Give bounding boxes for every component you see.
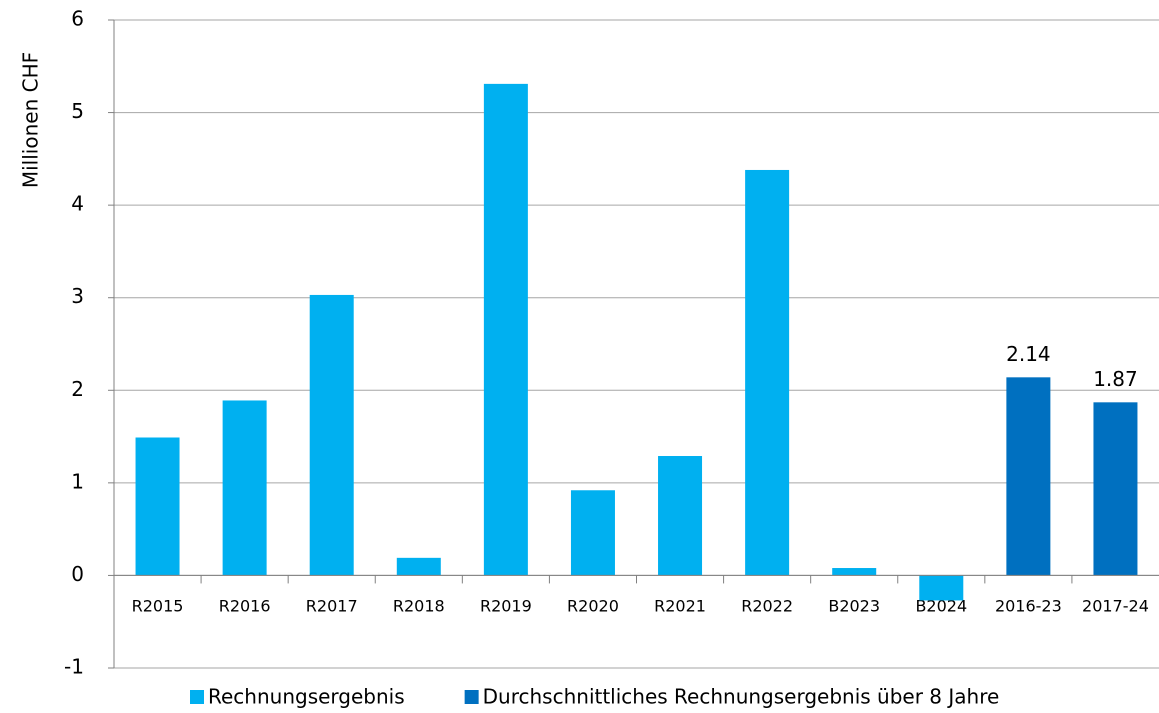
x-tick-label: R2022	[741, 597, 793, 616]
data-label: 1.87	[1093, 367, 1138, 391]
bar	[222, 400, 267, 576]
bar	[396, 557, 441, 576]
x-tick-label: R2020	[567, 597, 619, 616]
y-tick-label: 2	[71, 377, 84, 401]
y-tick-label: 0	[71, 562, 84, 586]
x-tick-label: B2024	[915, 597, 967, 616]
x-tick-label: 2016-23	[995, 597, 1062, 616]
y-tick-label: 5	[71, 99, 84, 123]
y-tick-label: 3	[71, 284, 84, 308]
legend-label: Rechnungsergebnis	[208, 685, 405, 709]
legend-swatch	[464, 690, 479, 704]
bar	[135, 437, 180, 576]
y-tick-label: 6	[71, 7, 84, 31]
x-tick-label: R2016	[219, 597, 271, 616]
bar	[1006, 377, 1051, 576]
x-tick-label: R2017	[306, 597, 358, 616]
bar	[919, 575, 964, 601]
bar	[483, 83, 528, 576]
x-tick-label: R2015	[132, 597, 184, 616]
y-tick-label: 1	[71, 469, 84, 493]
bar	[1093, 402, 1138, 576]
x-tick-label: R2019	[480, 597, 532, 616]
y-tick-label: -1	[64, 655, 84, 679]
data-label: 2.14	[1006, 342, 1051, 366]
bar	[658, 456, 703, 576]
y-tick-label: 4	[71, 192, 84, 216]
x-tick-label: 2017-24	[1082, 597, 1149, 616]
bar	[832, 568, 877, 576]
y-axis-label: Millionen CHF	[19, 52, 43, 188]
x-tick-label: B2023	[828, 597, 880, 616]
bar	[745, 169, 790, 576]
legend-label: Durchschnittliches Rechnungsergebnis übe…	[483, 685, 1000, 709]
bar	[570, 490, 615, 576]
legend-swatch	[190, 690, 204, 704]
x-tick-label: R2018	[393, 597, 445, 616]
x-tick-label: R2021	[654, 597, 706, 616]
bar	[309, 294, 354, 576]
